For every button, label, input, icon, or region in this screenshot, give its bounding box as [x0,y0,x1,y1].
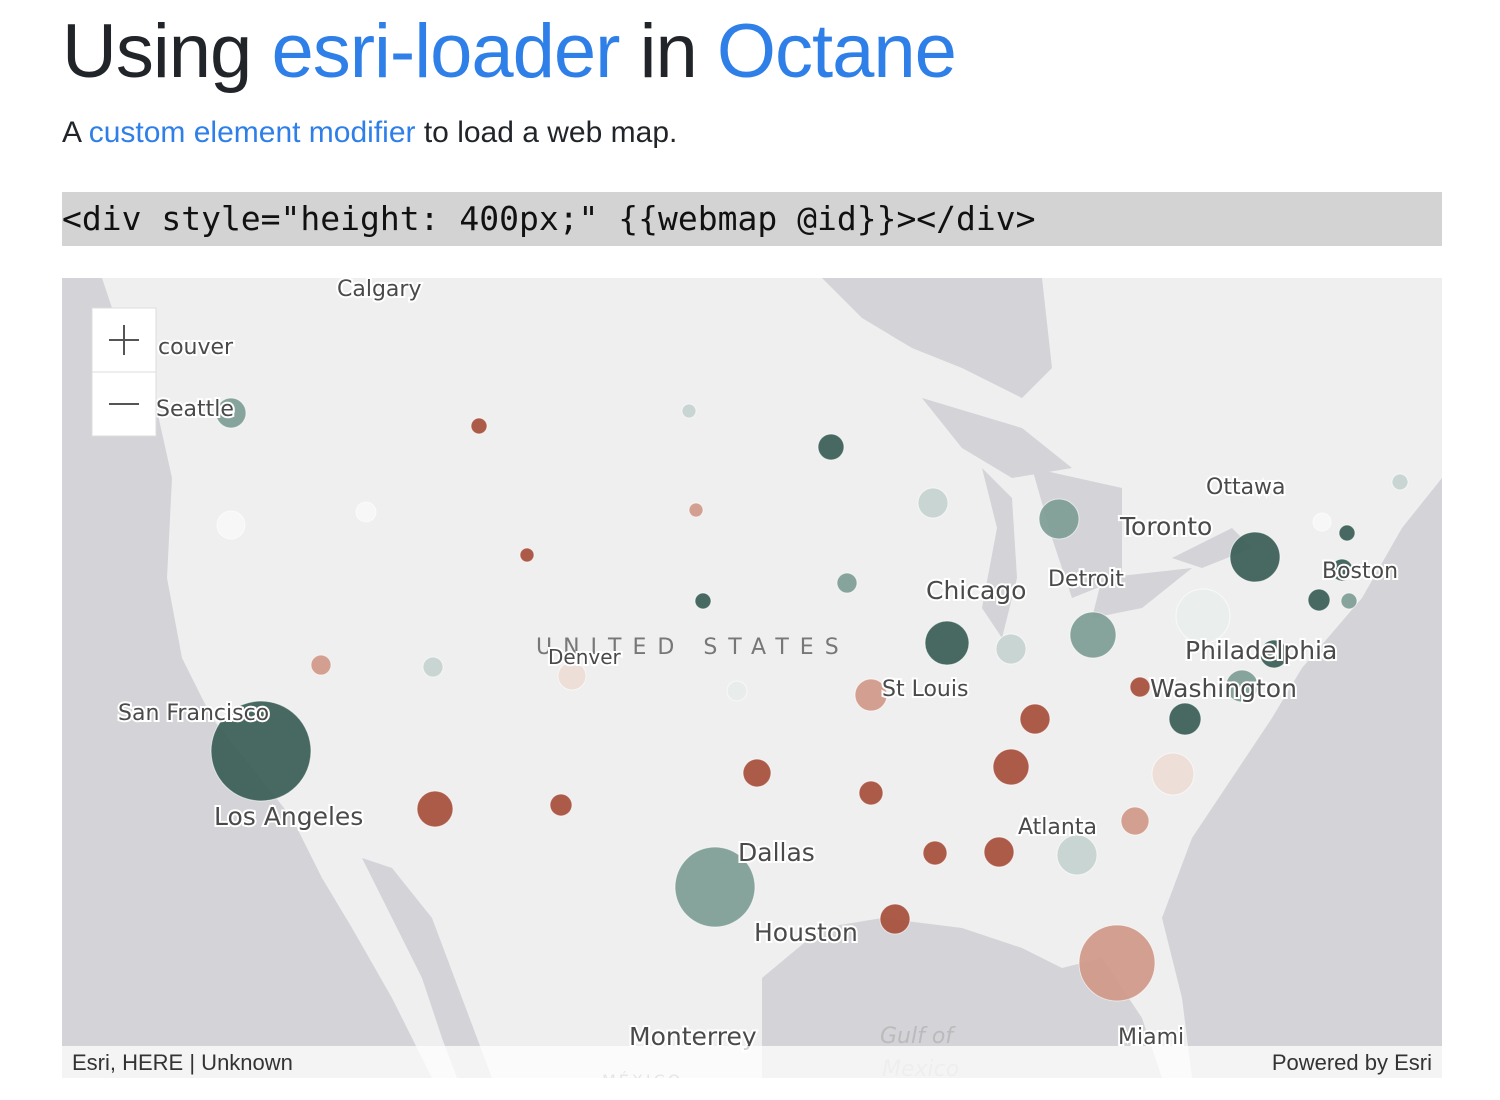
subtitle-link[interactable]: custom element modifier [88,116,416,149]
bubble[interactable] [817,433,845,461]
gulf-california [362,858,492,1078]
map[interactable]: Calgary couver Seattle Ottawa Toronto Bo… [62,278,1442,1078]
bubble[interactable] [1129,676,1151,698]
bubble[interactable] [922,840,948,866]
bubble[interactable] [557,661,587,691]
map-label: Philadelphia [1185,636,1337,665]
bubble[interactable] [694,592,712,610]
map-label: Gulf of [880,1024,956,1049]
subtitle-text: A [62,116,81,149]
map-label: Toronto [1119,512,1212,541]
bubble[interactable] [1038,498,1080,540]
bubble[interactable] [1225,669,1259,703]
bubble[interactable] [681,403,697,419]
bubble[interactable] [688,502,704,518]
bubble[interactable] [858,780,884,806]
zoom-in[interactable] [109,325,139,355]
bubble[interactable] [210,700,312,802]
title: Using esri-loader in Octane [62,8,957,95]
bubble[interactable] [1078,924,1156,1002]
bubble[interactable] [1056,834,1098,876]
bubble[interactable] [995,633,1027,665]
bubble[interactable] [924,620,970,666]
map-label: Denver [548,645,622,669]
bubble[interactable] [726,680,748,702]
pacific [62,278,432,1078]
bubble[interactable] [1229,531,1281,583]
atlantic [1162,278,1442,1078]
bubble[interactable] [1338,524,1356,542]
bubble[interactable] [416,790,454,828]
bubble[interactable] [1168,702,1202,736]
bubble[interactable] [422,656,444,678]
map-label: Calgary [337,278,421,302]
bubble[interactable] [215,397,247,429]
bubble[interactable] [1312,512,1332,532]
map-label: Chicago [926,576,1026,605]
map-label: Atlanta [1018,815,1097,840]
bubble[interactable] [854,678,888,712]
map-label: Ottawa [1206,475,1286,500]
map-label: couver [158,335,234,360]
bubble[interactable] [1391,473,1409,491]
map-label: Detroit [1048,567,1124,592]
title-link[interactable]: Octane [716,9,957,94]
map-label: UNITED STATES [536,635,850,660]
map-label: St Louis [882,677,968,702]
bubble[interactable] [470,417,488,435]
map-label: Boston [1322,559,1398,584]
subtitle: A custom element modifier to load a web … [62,116,677,150]
bubble[interactable] [1151,752,1195,796]
map-label: Washington [1150,674,1297,703]
bubble[interactable] [879,903,911,935]
bubble[interactable] [1307,588,1331,612]
powered-by[interactable]: Powered by Esri [1272,1050,1432,1075]
bubble[interactable] [1175,588,1231,644]
code-block: <div style="height: 400px;" {{webmap @id… [62,192,1442,246]
title-link[interactable]: esri-loader [271,9,620,94]
bubble[interactable] [1330,558,1354,582]
zoom-control [91,307,157,437]
map-label: Houston [754,918,858,947]
bubble[interactable] [917,487,949,519]
gulf-of-mexico [762,918,1162,1078]
bubble[interactable] [992,748,1030,786]
bubble[interactable] [674,846,756,928]
map-label: Dallas [738,838,815,867]
bubble[interactable] [1340,592,1358,610]
title-text: in [639,9,698,94]
title-text: Using [62,9,252,94]
subtitle-text: to load a web map. [423,116,678,149]
bubble[interactable] [836,572,858,594]
bubble[interactable] [519,547,535,563]
bubble[interactable] [1120,806,1150,836]
attribution: Esri, HERE | Unknown [72,1050,293,1075]
bubble[interactable] [742,758,772,788]
map-label: Seattle [156,397,234,422]
bubble[interactable] [355,501,377,523]
bubble[interactable] [216,510,246,540]
map-label: Los Angeles [214,802,363,831]
bubble[interactable] [310,654,332,676]
bubble[interactable] [549,793,573,817]
bubbles [210,397,1409,1002]
bubble[interactable] [1069,611,1117,659]
bubble[interactable] [1019,703,1051,735]
bubble[interactable] [1259,639,1289,669]
map-label: San Francisco [118,701,269,726]
great-lakes [922,398,1252,638]
attribution-bar [62,1046,1442,1078]
bubble[interactable] [983,836,1015,868]
hudson [822,278,1052,398]
